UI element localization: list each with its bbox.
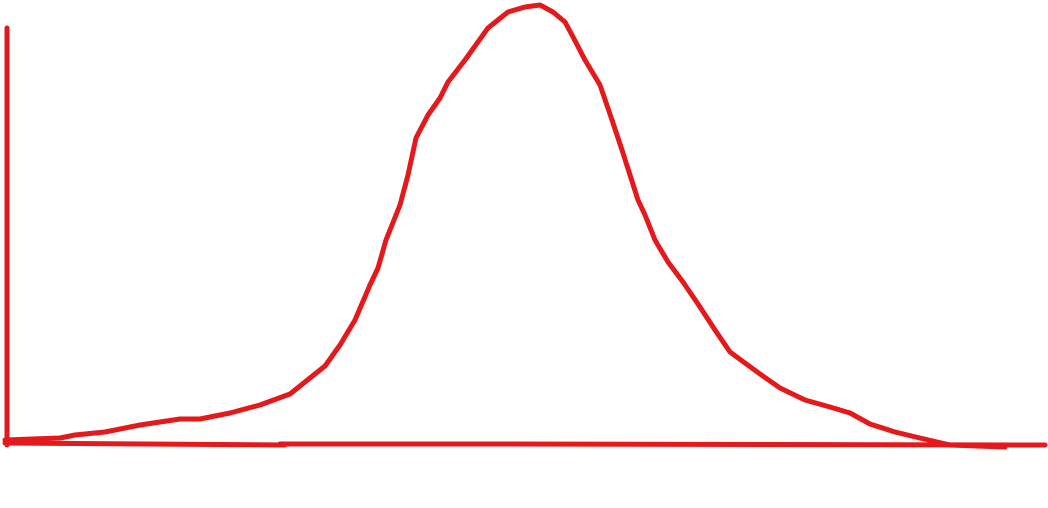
bell-curve-line [2,2,1008,450]
x-axis-line [2,440,1048,448]
